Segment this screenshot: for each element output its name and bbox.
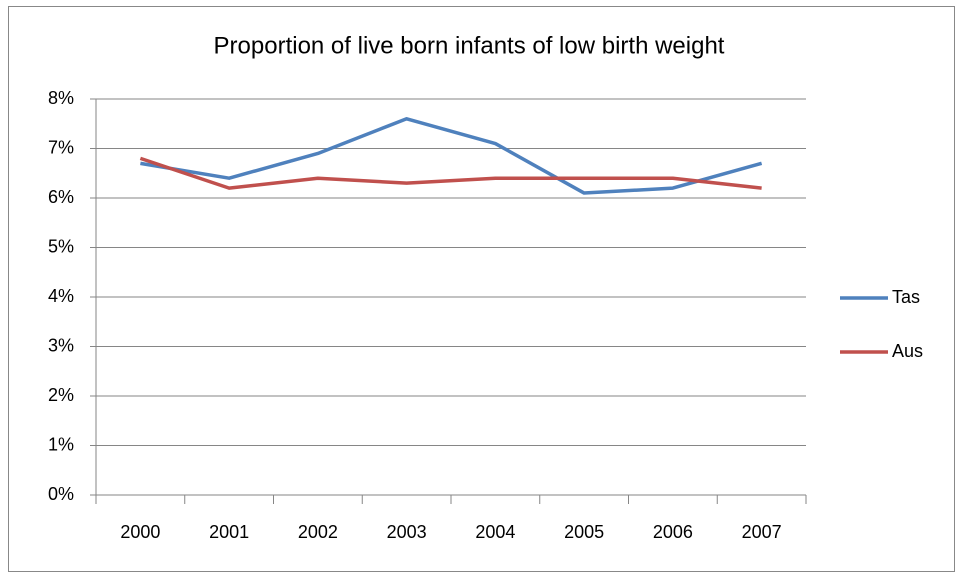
x-tick-label: 2004 — [475, 522, 515, 542]
x-tick-label: 2002 — [298, 522, 338, 542]
x-tick-label: 2003 — [387, 522, 427, 542]
x-tick-label: 2007 — [742, 522, 782, 542]
legend-label: Aus — [892, 341, 923, 361]
y-tick-label: 2% — [48, 385, 74, 405]
legend-label: Tas — [892, 287, 920, 307]
y-tick-label: 6% — [48, 187, 74, 207]
y-tick-label: 0% — [48, 484, 74, 504]
series-line — [139, 156, 762, 190]
series-line — [140, 117, 763, 195]
x-tick-label: 2001 — [209, 522, 249, 542]
y-tick-label: 7% — [48, 137, 74, 157]
chart-border — [8, 6, 955, 572]
y-tick-label: 1% — [48, 434, 74, 454]
y-tick-label: 3% — [48, 335, 74, 355]
y-tick-label: 4% — [48, 286, 74, 306]
x-tick-label: 2000 — [120, 522, 160, 542]
y-tick-label: 5% — [48, 236, 74, 256]
chart-title: Proportion of live born infants of low b… — [214, 32, 725, 59]
x-tick-label: 2006 — [653, 522, 693, 542]
y-tick-label: 8% — [48, 88, 74, 108]
x-tick-label: 2005 — [564, 522, 604, 542]
